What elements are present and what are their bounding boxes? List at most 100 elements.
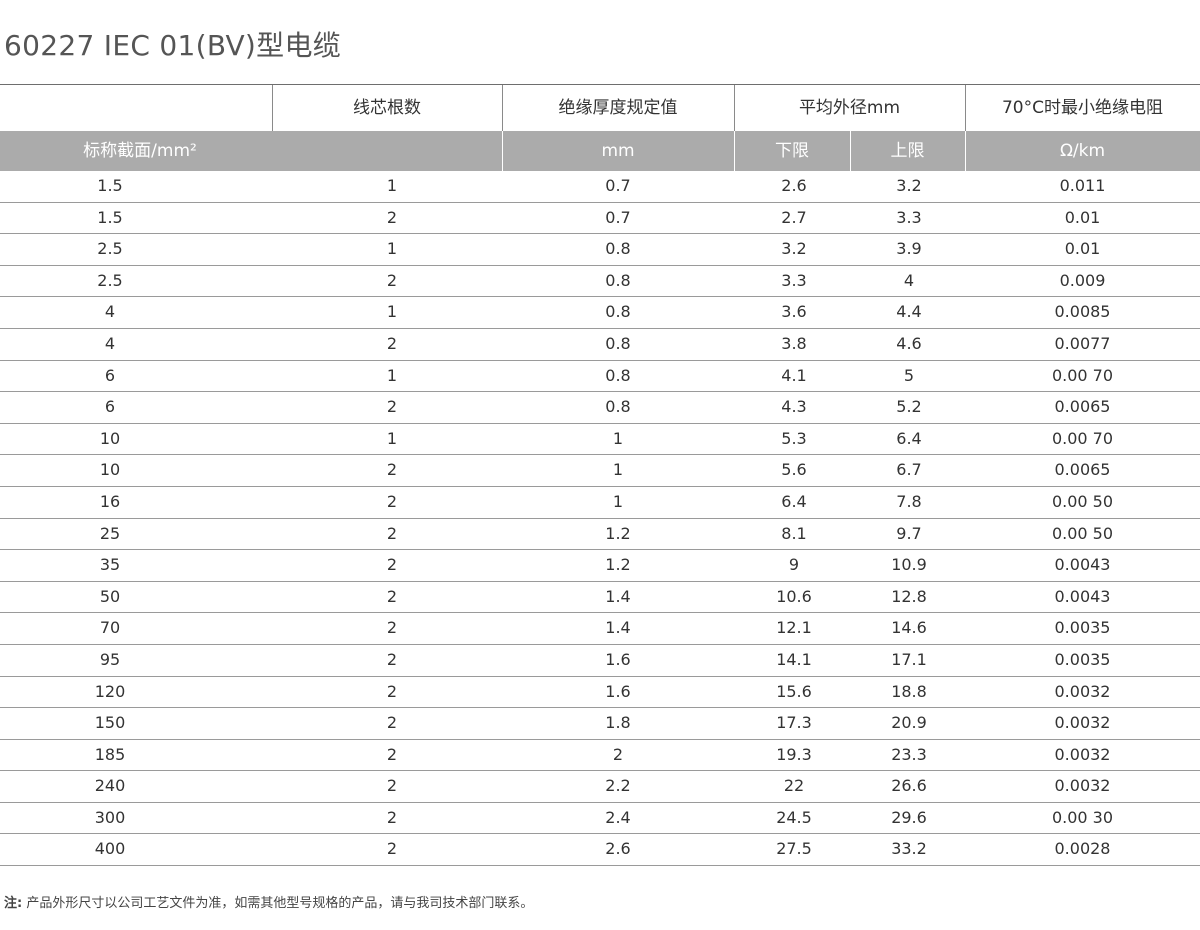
cell-cores: 2 xyxy=(386,839,398,859)
page-title: 60227 IEC 01(BV)型电缆 xyxy=(4,29,342,62)
cell-cores: 2 xyxy=(386,491,398,511)
cell-lower: 4.3 xyxy=(781,397,807,417)
cell-upper: 3.2 xyxy=(896,176,922,195)
header-cores: 线芯根数 xyxy=(353,98,421,118)
table-row: 6 1 0.8 4.1 5 0.00 70 xyxy=(0,361,1200,393)
cell-upper: 10.9 xyxy=(891,555,927,575)
cell-resistance: 0.01 xyxy=(1064,207,1101,227)
cell-section: 400 xyxy=(94,839,126,859)
cell-upper: 33.2 xyxy=(891,839,927,859)
cell-lower: 3.6 xyxy=(781,302,807,322)
cell-upper: 4.4 xyxy=(896,302,922,322)
cell-section: 25 xyxy=(99,523,121,543)
cell-insulation: 0.8 xyxy=(605,397,631,417)
table-row: 95 2 1.6 14.1 17.1 0.0035 xyxy=(0,645,1200,677)
cell-section: 50 xyxy=(99,586,121,606)
cell-lower: 27.5 xyxy=(776,839,812,859)
column-divider xyxy=(272,85,273,131)
table-row: 70 2 1.4 12.1 14.6 0.0035 xyxy=(0,613,1200,645)
table-row: 50 2 1.4 10.6 12.8 0.0043 xyxy=(0,582,1200,614)
cell-cores: 2 xyxy=(386,460,398,480)
table-row: 185 2 2 19.3 23.3 0.0032 xyxy=(0,740,1200,772)
cell-cores: 2 xyxy=(386,713,398,733)
cell-resistance: 0.00 70 xyxy=(1051,428,1114,448)
cell-cores: 2 xyxy=(386,586,398,606)
cell-resistance: 0.0065 xyxy=(1054,460,1111,480)
cell-insulation: 0.7 xyxy=(605,207,631,227)
header-insulation-unit: mm xyxy=(601,141,635,161)
table-header-row: 线芯根数 绝缘厚度规定值 平均外径mm 70°C时最小绝缘电阻 xyxy=(0,84,1200,131)
cell-cores: 2 xyxy=(386,397,398,417)
cell-cores: 1 xyxy=(386,428,398,448)
cell-lower: 2.6 xyxy=(781,176,807,195)
cell-section: 10 xyxy=(99,460,121,480)
cell-upper: 18.8 xyxy=(891,681,927,701)
cell-cores: 1 xyxy=(386,302,398,322)
header-section: 标称截面/mm² xyxy=(83,141,197,161)
cell-section: 95 xyxy=(99,649,121,669)
cell-lower: 24.5 xyxy=(776,807,812,827)
cell-lower: 2.7 xyxy=(781,207,807,227)
table-row: 1.5 2 0.7 2.7 3.3 0.01 xyxy=(0,203,1200,235)
cell-section: 150 xyxy=(94,713,126,733)
table-row: 4 2 0.8 3.8 4.6 0.0077 xyxy=(0,329,1200,361)
cell-insulation: 0.8 xyxy=(605,239,631,259)
cell-lower: 4.1 xyxy=(781,365,807,385)
column-divider xyxy=(965,131,966,171)
cell-section: 120 xyxy=(94,681,126,701)
cell-section: 2.5 xyxy=(97,270,123,290)
cell-upper: 29.6 xyxy=(891,807,927,827)
cell-insulation: 2.6 xyxy=(605,839,631,859)
cell-lower: 19.3 xyxy=(776,744,812,764)
cell-cores: 2 xyxy=(386,207,398,227)
cell-resistance: 0.0028 xyxy=(1054,839,1111,859)
cell-cores: 2 xyxy=(386,681,398,701)
cell-resistance: 0.0032 xyxy=(1054,776,1111,796)
cell-section: 6 xyxy=(104,397,116,417)
table-row: 150 2 1.8 17.3 20.9 0.0032 xyxy=(0,708,1200,740)
header-upper: 上限 xyxy=(890,141,925,161)
cell-insulation: 0.8 xyxy=(605,270,631,290)
cell-resistance: 0.0043 xyxy=(1054,555,1111,575)
table-row: 400 2 2.6 27.5 33.2 0.0028 xyxy=(0,834,1200,867)
cell-cores: 2 xyxy=(386,555,398,575)
table-row: 10 1 1 5.3 6.4 0.00 70 xyxy=(0,424,1200,456)
table-row: 1.5 1 0.7 2.6 3.2 0.011 xyxy=(0,171,1200,203)
header-resistance-unit: Ω/km xyxy=(1059,141,1106,161)
cell-resistance: 0.0077 xyxy=(1054,333,1111,353)
cell-upper: 3.3 xyxy=(896,207,922,227)
column-divider xyxy=(734,131,735,171)
cell-resistance: 0.00 30 xyxy=(1051,807,1114,827)
cell-upper: 4 xyxy=(903,270,915,290)
column-divider xyxy=(502,85,503,131)
cell-upper: 3.9 xyxy=(896,239,922,259)
cell-lower: 14.1 xyxy=(776,649,812,669)
table-row: 16 2 1 6.4 7.8 0.00 50 xyxy=(0,487,1200,519)
cell-insulation: 2.4 xyxy=(605,807,631,827)
cell-lower: 3.3 xyxy=(781,270,807,290)
cell-cores: 2 xyxy=(386,523,398,543)
cell-upper: 23.3 xyxy=(891,744,927,764)
cell-upper: 14.6 xyxy=(891,618,927,638)
cell-upper: 12.8 xyxy=(891,586,927,606)
cell-cores: 2 xyxy=(386,649,398,669)
cell-insulation: 0.8 xyxy=(605,302,631,322)
table-row: 35 2 1.2 9 10.9 0.0043 xyxy=(0,550,1200,582)
cell-lower: 10.6 xyxy=(776,586,812,606)
cell-insulation: 1.4 xyxy=(605,618,631,638)
cell-insulation: 2.2 xyxy=(605,776,631,796)
cell-insulation: 1 xyxy=(612,460,624,480)
cell-section: 240 xyxy=(94,776,126,796)
cell-lower: 5.3 xyxy=(781,428,807,448)
cell-resistance: 0.0035 xyxy=(1054,649,1111,669)
cell-lower: 15.6 xyxy=(776,681,812,701)
cell-upper: 6.4 xyxy=(896,428,922,448)
cell-resistance: 0.0035 xyxy=(1054,618,1111,638)
cell-cores: 2 xyxy=(386,776,398,796)
cell-resistance: 0.00 70 xyxy=(1051,365,1114,385)
cell-cores: 1 xyxy=(386,365,398,385)
cell-section: 4 xyxy=(104,333,116,353)
cell-section: 6 xyxy=(104,365,116,385)
header-insulation: 绝缘厚度规定值 xyxy=(558,98,678,118)
cell-upper: 5 xyxy=(903,365,915,385)
